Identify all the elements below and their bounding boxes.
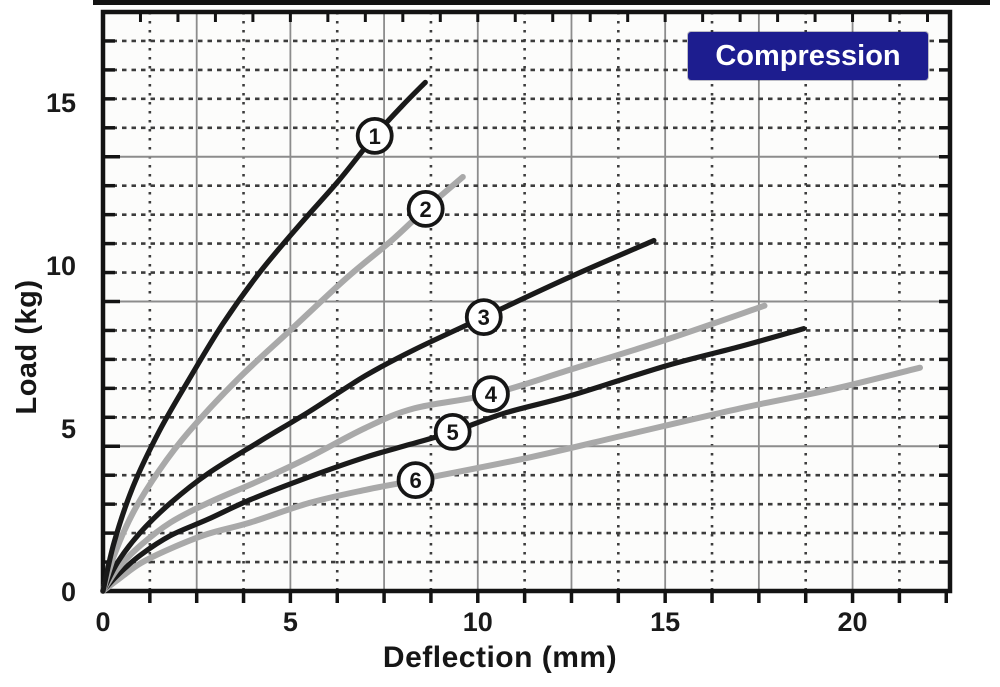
curve-marker-label-4: 4 bbox=[485, 382, 498, 407]
x-tick-label-20: 20 bbox=[838, 607, 868, 637]
y-tick-label-5: 5 bbox=[61, 414, 76, 444]
curve-4 bbox=[100, 302, 768, 594]
y-axis-title: Load (kg) bbox=[11, 279, 43, 415]
y-tick-label-15: 15 bbox=[46, 88, 76, 118]
curve-6 bbox=[100, 364, 923, 594]
curve-marker-label-5: 5 bbox=[447, 420, 459, 445]
plot-frame bbox=[100, 9, 953, 594]
curve-marker-label-1: 1 bbox=[369, 124, 381, 149]
curve-marker-circle-6 bbox=[396, 461, 435, 500]
curve-marker-circle-1 bbox=[355, 116, 394, 155]
curve-marker-label-3: 3 bbox=[478, 305, 490, 330]
curve-marker-label-2: 2 bbox=[420, 197, 432, 222]
curve-3 bbox=[100, 237, 657, 594]
x-tick-label-15: 15 bbox=[650, 607, 680, 637]
curve-marker-label-6: 6 bbox=[409, 468, 421, 493]
curve-marker-circle-2 bbox=[406, 190, 445, 228]
curve-2 bbox=[100, 174, 466, 594]
y-tick-label-10: 10 bbox=[46, 251, 76, 281]
compression-title-badge: Compression bbox=[688, 32, 928, 80]
top-border-bar bbox=[93, 0, 990, 5]
curve-marker-circle-3 bbox=[464, 298, 503, 337]
x-tick-label-0: 0 bbox=[95, 607, 110, 637]
x-tick-label-5: 5 bbox=[283, 607, 298, 637]
curve-marker-circle-5 bbox=[433, 413, 472, 451]
curve-marker-circle-4 bbox=[471, 375, 510, 413]
y-tick-label-0: 0 bbox=[61, 577, 76, 607]
x-axis-title: Deflection (mm) bbox=[382, 641, 618, 674]
x-tick-label-10: 10 bbox=[463, 607, 493, 637]
curve-5 bbox=[100, 326, 807, 594]
